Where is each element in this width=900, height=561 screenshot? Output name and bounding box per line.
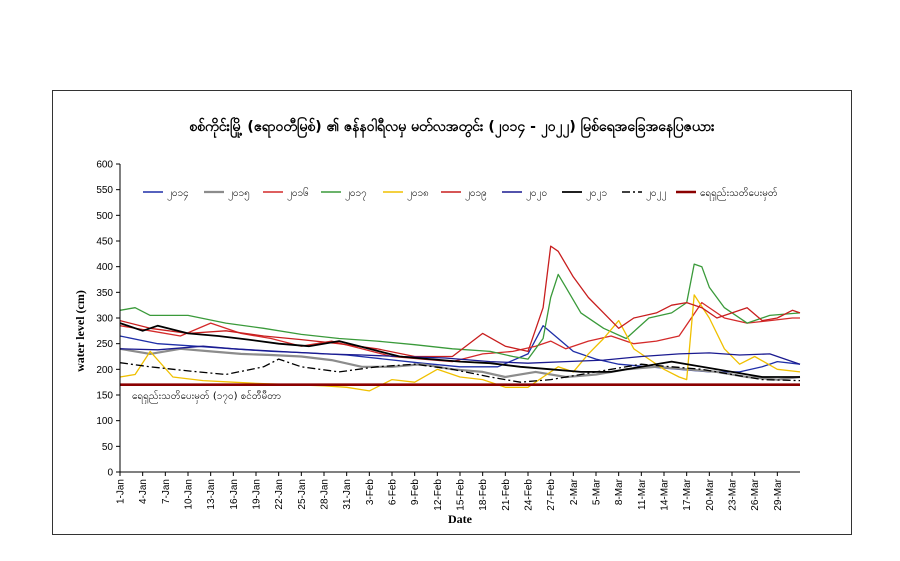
x-tick-label: 19-Jan — [252, 479, 263, 510]
x-tick-label: 4-Jan — [138, 479, 149, 504]
series-lines — [119, 245, 801, 392]
legend-label-6: ၂၀၁၉ — [465, 188, 487, 201]
x-tick-label: 12-Feb — [433, 479, 444, 511]
x-tick-label: 23-Mar — [728, 478, 739, 510]
y-tick-label: 600 — [96, 160, 113, 171]
x-tick-label: 13-Jan — [206, 479, 217, 510]
x-tick-label: 18-Feb — [478, 479, 489, 511]
x-tick-label: 31-Jan — [342, 479, 353, 510]
y-axis-label: water level (cm) — [73, 290, 87, 372]
series-line-2 — [119, 347, 801, 381]
y-tick-label: 300 — [96, 314, 113, 325]
series-line-6 — [119, 245, 801, 358]
x-tick-label: 22-Jan — [274, 479, 285, 510]
x-tick-label: 11-Mar — [637, 478, 648, 510]
legend: ၂၀၁၄ ၂၀၁၅ ၂၀၁၆ ၂၀၁၇ ၂၀၁၈ ၂၀၁၉ ၂၀၂၀ ၂၀၂၁ ၂၀၂၂ ရေရှ… — [143, 186, 778, 201]
legend-label-4: ၂၀၁၇ — [345, 188, 367, 201]
legend-label-5: ၂၀၁၈ — [407, 188, 429, 201]
axes: 0 50 100 150 200 250 300 350 400 450 500 550 600 1-Ja… — [96, 160, 800, 511]
danger-level-note: ရေရှည်းသတိပေးမှတ် (၁၇၀) စင်တီမီတာ — [132, 389, 281, 404]
y-tick-label: 500 — [96, 211, 113, 222]
y-tick-label: 200 — [96, 365, 113, 376]
legend-label-9: ၂၀၂၂ — [646, 188, 666, 201]
x-axis-label: Date — [448, 512, 473, 526]
series-line-8 — [119, 322, 800, 378]
y-tick-label: 0 — [107, 468, 113, 479]
x-tick-label: 26-Mar — [750, 478, 761, 510]
y-tick-label: 250 — [96, 339, 113, 350]
x-tick-label: 24-Feb — [524, 479, 535, 511]
x-tick-label: 10-Jan — [184, 479, 195, 510]
legend-label-7: ၂၀၂၀ — [526, 188, 547, 201]
x-tick-label: 25-Jan — [297, 479, 308, 510]
x-tick-label: 8-Mar — [614, 478, 625, 505]
x-tick-label: 15-Feb — [456, 479, 467, 511]
legend-label-8: ၂၀၂၁ — [586, 188, 607, 201]
y-tick-label: 50 — [102, 442, 114, 453]
x-tick-label: 9-Feb — [410, 479, 421, 506]
y-tick-label: 450 — [96, 237, 113, 248]
x-tick-label: 27-Feb — [546, 479, 557, 511]
chart-frame — [52, 90, 852, 535]
series-line-7 — [119, 345, 801, 365]
x-tick-label: 16-Jan — [229, 479, 240, 510]
chart-title: စစ်ကိုင်းမြို့ (ဧရာဝတီမြစ်) ၏ ဇန်နဝါရီလမ… — [189, 119, 715, 135]
x-tick-label: 3-Feb — [365, 479, 376, 506]
series-line-4 — [119, 263, 801, 360]
y-tick-label: 550 — [96, 185, 113, 196]
x-tick-label: 28-Jan — [320, 479, 331, 510]
legend-label-1: ၂၀၁၄ — [167, 188, 189, 201]
x-tick-label: 20-Mar — [705, 478, 716, 510]
x-tick-label: 1-Jan — [116, 479, 127, 504]
y-tick-label: 350 — [96, 288, 113, 299]
x-tick-label: 14-Mar — [660, 478, 671, 510]
legend-label-10: ရေရှည်းသတိပေးမှတ် — [700, 186, 778, 201]
x-tick-label: 6-Feb — [388, 479, 399, 506]
x-tick-label: 2-Mar — [569, 478, 580, 505]
y-tick-label: 150 — [96, 391, 113, 402]
series-line-9 — [119, 358, 801, 383]
y-tick-label: 400 — [96, 262, 113, 273]
legend-label-2: ၂၀၁၅ — [228, 188, 250, 201]
x-tick-label: 21-Feb — [501, 479, 512, 511]
x-tick-label: 29-Mar — [773, 478, 784, 510]
y-tick-label: 100 — [96, 416, 113, 427]
x-tick-label: 17-Mar — [682, 478, 693, 510]
legend-label-3: ၂၀၁၆ — [287, 186, 309, 201]
x-tick-label: 5-Mar — [592, 478, 603, 505]
x-tick-label: 7-Jan — [161, 479, 172, 504]
series-line-3 — [119, 301, 800, 363]
